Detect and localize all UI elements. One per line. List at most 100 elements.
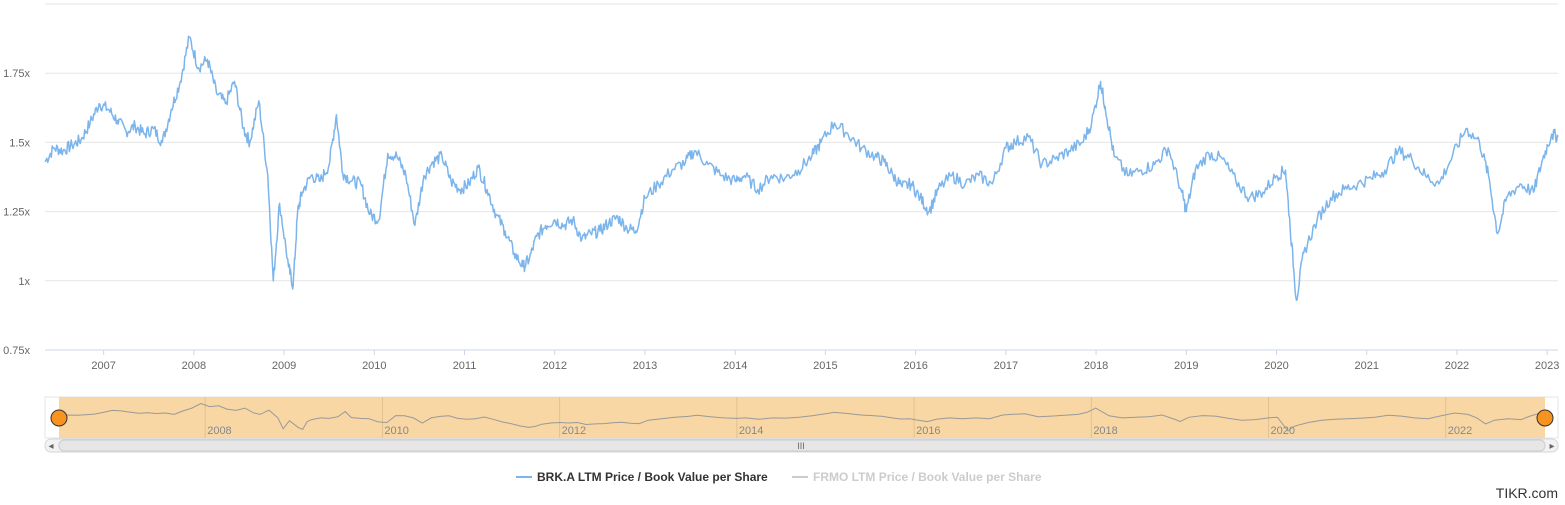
data-point[interactable] (1356, 182, 1359, 185)
data-point[interactable] (684, 160, 687, 163)
data-point[interactable] (125, 130, 128, 133)
data-point[interactable] (643, 196, 646, 199)
data-point[interactable] (188, 36, 191, 39)
data-point[interactable] (571, 218, 574, 221)
legend-item-frmo[interactable]: FRMO LTM Price / Book Value per Share (792, 470, 1042, 484)
plot-area[interactable] (43, 35, 1559, 302)
data-point[interactable] (359, 182, 362, 185)
data-point[interactable] (810, 155, 813, 158)
navigator[interactable]: 2008 2010 2012 2014 2016 2018 2020 2022 (44, 396, 1559, 439)
data-point[interactable] (937, 188, 940, 191)
data-point[interactable] (134, 124, 137, 127)
scrollbar[interactable]: III ◂ ▸ (44, 438, 1559, 453)
data-point[interactable] (266, 174, 269, 177)
data-point[interactable] (1067, 149, 1070, 152)
data-point[interactable] (991, 182, 994, 185)
data-point[interactable] (900, 185, 903, 188)
data-point[interactable] (1027, 135, 1030, 138)
data-point[interactable] (233, 80, 236, 83)
data-point[interactable] (734, 180, 737, 183)
data-point[interactable] (1478, 141, 1481, 144)
data-point[interactable] (846, 132, 849, 135)
data-point[interactable] (197, 66, 200, 69)
data-point[interactable] (1275, 174, 1278, 177)
data-point[interactable] (1099, 80, 1102, 83)
data-point[interactable] (977, 174, 980, 177)
data-point[interactable] (1261, 191, 1264, 194)
data-point[interactable] (513, 252, 516, 255)
data-point[interactable] (224, 102, 227, 105)
data-point[interactable] (634, 229, 637, 232)
data-point[interactable] (670, 168, 673, 171)
legend-brk-label[interactable]: BRK.A LTM Price / Book Value per Share (537, 470, 768, 484)
data-point[interactable] (98, 102, 101, 105)
data-point[interactable] (950, 174, 953, 177)
data-point[interactable] (161, 141, 164, 144)
data-point[interactable] (1329, 196, 1332, 199)
data-point[interactable] (1248, 196, 1251, 199)
data-point[interactable] (797, 168, 800, 171)
data-point[interactable] (449, 180, 452, 183)
data-point[interactable] (422, 174, 425, 177)
data-point[interactable] (1234, 180, 1237, 183)
data-point[interactable] (1140, 168, 1143, 171)
data-point[interactable] (553, 218, 556, 221)
data-point[interactable] (1464, 127, 1467, 130)
scrollbar-thumb[interactable] (58, 439, 1546, 452)
data-point[interactable] (910, 182, 913, 185)
data-point[interactable] (522, 265, 525, 268)
data-point[interactable] (928, 210, 931, 213)
data-point[interactable] (1288, 224, 1291, 227)
data-point[interactable] (1302, 252, 1305, 255)
data-point[interactable] (1167, 146, 1170, 149)
data-point[interactable] (964, 182, 967, 185)
data-point[interactable] (287, 265, 290, 268)
data-point[interactable] (562, 224, 565, 227)
data-point[interactable] (544, 224, 547, 227)
data-point[interactable] (1370, 177, 1373, 180)
data-point[interactable] (328, 163, 331, 166)
data-point[interactable] (616, 216, 619, 219)
data-point[interactable] (467, 182, 470, 185)
navigator-right-handle[interactable] (1536, 409, 1554, 427)
data-point[interactable] (368, 213, 371, 216)
data-point[interactable] (919, 196, 922, 199)
data-point[interactable] (61, 149, 64, 152)
data-point[interactable] (395, 155, 398, 158)
data-point[interactable] (70, 144, 73, 147)
data-point[interactable] (485, 188, 488, 191)
data-point[interactable] (257, 99, 260, 102)
data-point[interactable] (607, 221, 610, 224)
data-point[interactable] (1081, 141, 1084, 144)
data-point[interactable] (1126, 174, 1129, 177)
data-point[interactable] (476, 166, 479, 169)
data-point[interactable] (1424, 174, 1427, 177)
data-point[interactable] (1180, 191, 1183, 194)
data-point[interactable] (107, 108, 110, 111)
data-point[interactable] (720, 174, 723, 177)
data-point[interactable] (693, 149, 696, 152)
data-point[interactable] (431, 160, 434, 163)
data-point[interactable] (242, 127, 245, 130)
data-point[interactable] (833, 121, 836, 124)
data-point[interactable] (1343, 188, 1346, 191)
data-point[interactable] (1487, 174, 1490, 177)
data-point[interactable] (589, 232, 592, 235)
data-point[interactable] (310, 174, 313, 177)
data-point[interactable] (882, 160, 885, 163)
data-point[interactable] (1090, 121, 1093, 124)
data-point[interactable] (335, 113, 338, 116)
data-point[interactable] (152, 127, 155, 130)
data-point[interactable] (1437, 182, 1440, 185)
data-point[interactable] (783, 177, 786, 180)
data-point[interactable] (1383, 168, 1386, 171)
data-point[interactable] (1185, 210, 1188, 213)
data-point[interactable] (625, 227, 628, 230)
data-point[interactable] (580, 238, 583, 241)
data-point[interactable] (707, 163, 710, 166)
data-point[interactable] (1054, 157, 1057, 160)
data-point[interactable] (1519, 182, 1522, 185)
data-point[interactable] (458, 188, 461, 191)
data-point[interactable] (43, 160, 46, 163)
data-point[interactable] (1541, 157, 1544, 160)
